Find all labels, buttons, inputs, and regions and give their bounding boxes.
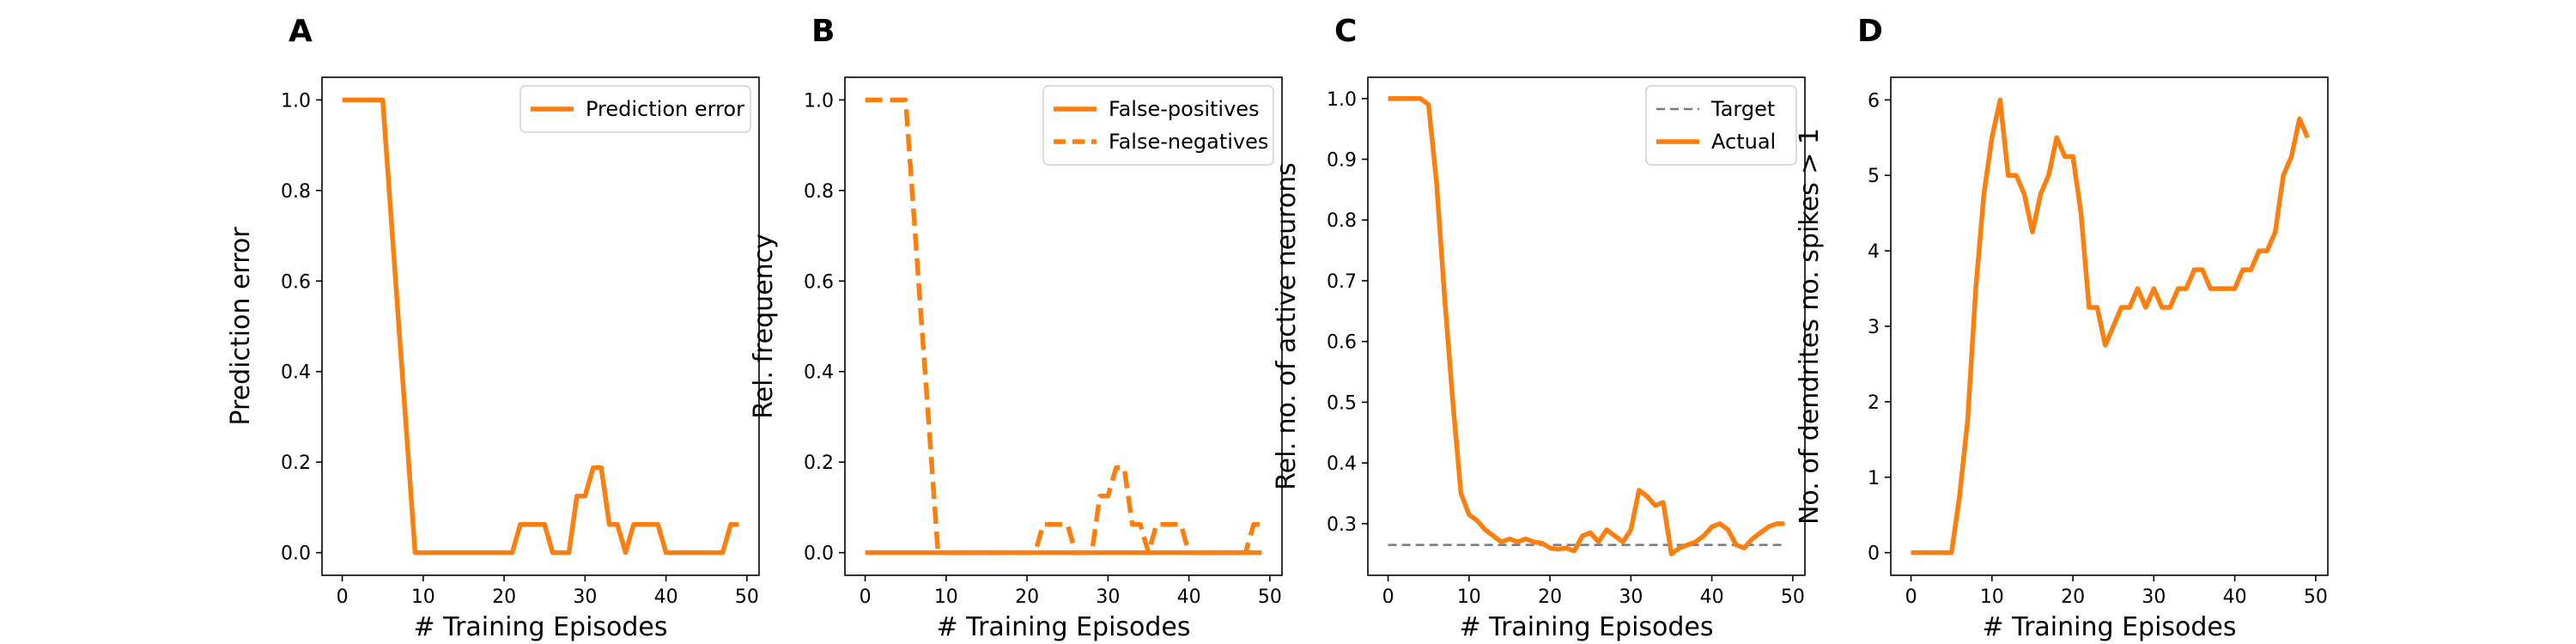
series-line [865,97,1262,556]
x-tick-label: 50 [735,586,759,608]
y-tick-label: 1.0 [1327,89,1357,111]
y-axis-label: Rel. frequency [749,234,779,419]
x-tick-label: 20 [492,586,516,608]
y-axis-label: No. of dendrites no. spikes > 1 [1795,128,1825,525]
y-tick-label: 4 [1868,241,1880,263]
legend-label: False-positives [1109,97,1260,121]
x-tick-label: 10 [1980,586,2004,608]
y-tick-label: 0.7 [1327,271,1357,293]
x-tick-label: 40 [654,586,678,608]
y-tick-label: 0.5 [1327,392,1357,414]
y-tick-label: 0.2 [281,453,311,474]
x-tick-label: 10 [1457,586,1481,608]
x-tick-label: 20 [1015,586,1039,608]
x-axis-label: # Training Episodes [1459,612,1713,642]
panel-letter: D [1857,14,1883,49]
x-tick-label: 10 [934,586,958,608]
axes-frame [1890,76,2329,576]
panel-c: C 0 10 20 30 40 50 0.3 0.4 0.5 0.6 0.7 0.8 0.9 1.0 # Tr… [1272,14,1806,642]
x-tick-label: 20 [1538,586,1562,608]
x-tick-label: 50 [2304,586,2328,608]
y-tick-label: 0.8 [804,181,834,203]
x-axis-label: # Training Episodes [936,612,1190,642]
x-tick-label: 30 [2142,586,2166,608]
series-line [1388,96,1785,556]
x-axis-label: # Training Episodes [413,612,667,642]
x-tick-label: 50 [1781,586,1805,608]
legend-label: Prediction error [586,97,744,121]
legend-box [519,85,751,133]
axes-frame [321,76,760,576]
x-tick-label: 0 [337,586,349,608]
y-tick-label: 0.4 [1327,453,1357,475]
y-tick-label: 0.6 [804,271,834,293]
y-tick-label: 0.9 [1327,149,1357,171]
x-tick-label: 30 [1096,586,1120,608]
panel-letter: A [289,14,313,49]
y-axis-label: Rel. no. of active neurons [1272,162,1302,490]
y-tick-label: 0.4 [804,362,834,384]
x-tick-label: 40 [1177,586,1201,608]
y-tick-label: 1.0 [281,90,311,112]
y-tick-label: 0 [1868,544,1880,565]
y-axis-label: Prediction error [226,227,256,426]
legend-box [1042,85,1274,166]
series-line [1911,97,2310,556]
panel-d: D 0 10 20 30 40 50 0 1 2 3 4 5 6 # Training Episodes No… [1795,14,2329,642]
x-axis-label: # Training Episodes [1982,612,2236,642]
legend-label: Actual [1711,130,1776,154]
x-tick-label: 0 [1905,586,1917,608]
panel-letter: C [1334,14,1357,49]
axes-frame [844,76,1283,576]
y-tick-label: 3 [1868,317,1880,338]
y-tick-label: 6 [1868,90,1880,112]
legend-label: Target [1710,97,1775,121]
y-tick-label: 0.2 [804,453,834,474]
axes-frame [1367,76,1806,576]
x-tick-label: 0 [860,586,872,608]
y-tick-label: 0.6 [281,271,311,293]
y-tick-label: 0.8 [281,181,311,203]
y-tick-label: 0.3 [1327,514,1357,536]
legend-label: False-negatives [1109,130,1268,154]
y-tick-label: 0.0 [804,544,834,565]
y-tick-label: 0.0 [281,544,311,565]
panel-letter: B [811,14,835,49]
x-tick-label: 30 [573,586,597,608]
y-tick-label: 0.4 [281,362,311,384]
x-tick-label: 40 [1700,586,1724,608]
legend-box [1645,85,1797,166]
x-tick-label: 10 [411,586,435,608]
y-tick-label: 5 [1868,166,1880,187]
y-tick-label: 2 [1868,392,1880,414]
x-tick-label: 50 [1258,586,1282,608]
y-tick-label: 0.6 [1327,332,1357,354]
x-tick-label: 40 [2223,586,2247,608]
x-tick-label: 20 [2061,586,2085,608]
panel-b: B 0 10 20 30 40 50 0.0 0.2 0.4 0.6 0.8 1.0 # Training… [749,14,1283,642]
series-line [342,97,739,556]
y-tick-label: 1.0 [804,90,834,112]
panel-a: A 0 10 20 30 40 50 0.0 0.2 0.4 0.6 0.8 1.0 # Training… [226,14,760,642]
x-tick-label: 30 [1619,586,1643,608]
y-tick-label: 0.8 [1327,210,1357,232]
y-tick-label: 1 [1868,468,1880,489]
x-tick-label: 0 [1382,586,1394,608]
